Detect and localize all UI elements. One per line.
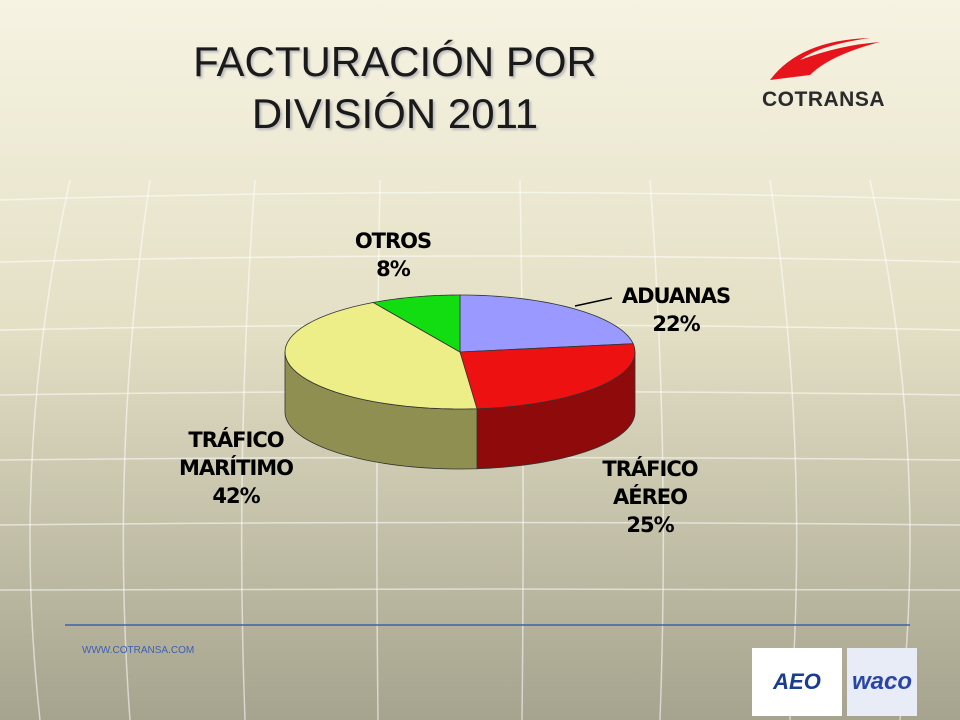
- leader-line: [574, 297, 613, 307]
- data-label: TRÁFICO MARÍTIMO 42%: [171, 426, 301, 510]
- category-label: TRÁFICO MARÍTIMO: [178, 428, 294, 480]
- pie: [284, 294, 636, 470]
- category-label: OTROS: [354, 229, 432, 253]
- category-label: TRÁFICO AÉREO: [602, 457, 698, 509]
- value-label: 25%: [626, 513, 674, 537]
- slice: [459, 294, 634, 353]
- waco-badge: waco: [847, 648, 917, 716]
- slice: [372, 294, 461, 353]
- aeo-badge: AEO: [752, 648, 842, 716]
- value-label: 8%: [376, 257, 411, 281]
- chart-title: FACTURACIÓN POR DIVISIÓN 2011: [193, 38, 597, 137]
- category-label: ADUANAS: [621, 284, 731, 308]
- footer-url[interactable]: WWW.COTRANSA.COM: [82, 645, 195, 656]
- slice: [284, 302, 478, 410]
- data-label: OTROS 8%: [343, 227, 443, 283]
- data-label: TRÁFICO AÉREO 25%: [595, 455, 705, 539]
- slice: [459, 343, 636, 410]
- logo-text: COTRANSA: [762, 88, 885, 111]
- value-label: 42%: [212, 484, 260, 508]
- data-label: ADUANAS 22%: [606, 282, 746, 338]
- value-label: 22%: [652, 312, 700, 336]
- logo-mark: [770, 38, 880, 80]
